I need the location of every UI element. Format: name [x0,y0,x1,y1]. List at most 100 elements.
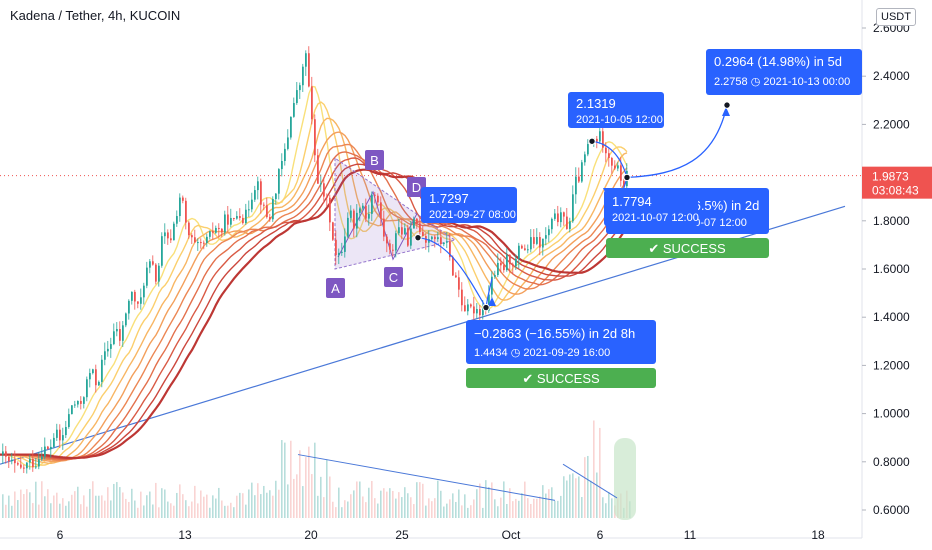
volume-bar [446,504,448,518]
volume-bar [356,481,358,518]
forecast-point [624,174,630,180]
candle-body [356,213,358,229]
volume-bar [464,494,466,518]
volume-bar [383,488,385,518]
volume-bar [32,503,34,518]
volume-bar [257,483,259,518]
volume-bar [290,441,292,518]
volume-bar [488,487,490,518]
candle-body [32,459,34,467]
candle-body [398,227,400,233]
volume-bar [380,491,382,518]
candle-body [599,131,601,141]
candle-body [296,90,298,103]
volume-bar [200,491,202,518]
y-tick-label: 1.0000 [873,407,910,421]
volume-bar [407,493,409,518]
volume-bar [536,499,538,518]
y-tick-label: 2.2000 [873,117,910,131]
candle-body [362,206,364,209]
candle-body [431,237,433,239]
volume-bar [86,507,88,518]
x-tick-label: 18 [811,528,825,542]
x-tick-label: 13 [178,528,192,542]
candle-body [68,414,70,427]
candle-body [155,265,157,282]
candle-body [242,218,244,223]
candle-body [20,465,22,468]
volume-bar [74,491,76,518]
volume-bar [533,499,535,518]
candle-body [614,166,616,169]
volume-bar [116,482,118,518]
volume-bar [362,496,364,518]
volume-bar [98,496,100,518]
volume-bar [566,481,568,518]
volume-bar [134,501,136,518]
candle-body [311,86,313,119]
candle-body [65,427,67,435]
candle-body [455,275,457,277]
pattern-point-label: D [412,180,421,195]
candle-body [230,218,232,225]
volume-bar [218,488,220,518]
candle-body [329,198,331,223]
volume-bar [386,492,388,518]
forecast-point [589,138,595,144]
callout-4-text-0: 1.7794 [612,194,652,209]
candle-body [227,214,229,224]
candle-body [419,223,421,232]
candle-body [164,232,166,236]
candle-body [341,252,343,253]
candle-body [89,373,91,379]
volume-bar [263,486,265,518]
candle-body [110,344,112,349]
callout-1-text-0: 1.7297 [429,191,469,206]
candle-body [200,242,202,243]
callout-4-text-1: 2021-10-07 12:00 [612,212,699,224]
candle-body [194,237,196,242]
volume-bar [485,480,487,518]
volume-bar [125,499,127,518]
volume-highlight [614,438,636,520]
volume-bar [113,484,115,518]
volume-bar [281,440,283,518]
volume-bar [143,505,145,518]
volume-bar [341,507,343,518]
volume-bar [197,503,199,518]
candle-body [332,222,334,239]
volume-bar [500,498,502,518]
candle-body [161,236,163,266]
candle-body [275,194,277,199]
volume-bar [215,499,217,518]
candle-body [107,349,109,351]
candle-body [335,240,337,255]
volume-bar [392,491,394,518]
volume-bar [50,503,52,518]
volume-bar [83,495,85,518]
candle-body [374,195,376,196]
volume-bar [95,496,97,518]
x-tick-label: Oct [502,528,521,542]
volume-bar [554,501,556,518]
moving-average-line [0,170,627,458]
volume-bar [5,505,7,518]
currency-badge[interactable]: USDT [876,8,916,26]
candle-body [236,216,238,219]
candle-body [359,208,361,212]
callout-2-text-1: 1.4434 ◷ 2021-09-29 16:00 [474,347,610,359]
candle-body [554,213,556,218]
volume-bar [605,503,607,518]
candle-body [53,438,55,447]
candle-body [269,217,271,219]
volume-bar [302,486,304,518]
volume-bar [311,474,313,518]
candle-body [35,466,37,467]
volume-bar [287,484,289,518]
candle-body [470,304,472,306]
candle-body [557,213,559,222]
moving-average-line [0,164,627,458]
candle-body [92,369,94,373]
volume-bar [2,494,4,518]
